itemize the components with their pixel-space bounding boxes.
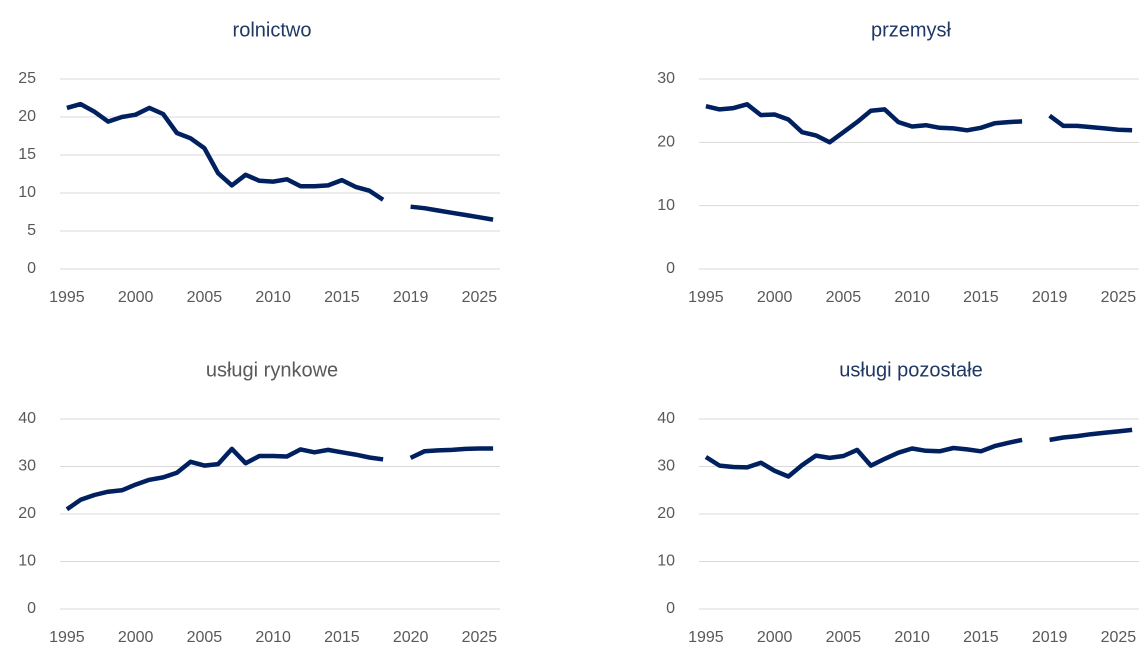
y-tick-label: 10 <box>18 184 36 201</box>
x-tick-label: 2025 <box>462 629 498 646</box>
x-tick-label: 2000 <box>757 629 793 646</box>
y-tick-label: 20 <box>657 134 675 151</box>
y-tick-label: 20 <box>18 108 36 125</box>
y-tick-label: 0 <box>666 600 675 617</box>
line <box>704 427 1133 479</box>
x-tick-label: 2000 <box>118 289 154 306</box>
y-tick-label: 30 <box>657 70 675 87</box>
x-tick-label: 2025 <box>1101 289 1137 306</box>
x-tick-label: 2005 <box>187 629 223 646</box>
x-tick-label: 2015 <box>324 289 360 306</box>
x-tick-label: 2015 <box>963 289 999 306</box>
x-tick-label: 2010 <box>255 629 291 646</box>
y-tick-label: 10 <box>18 553 36 570</box>
x-tick-label: 2015 <box>963 629 999 646</box>
x-tick-label: 2010 <box>894 629 930 646</box>
chart-title: rolnictwo <box>233 19 312 41</box>
x-tick-label: 1995 <box>688 289 724 306</box>
x-tick-label: 1995 <box>688 629 724 646</box>
y-tick-label: 0 <box>27 600 36 617</box>
y-tick-label: 30 <box>657 458 675 475</box>
y-tick-label: 15 <box>18 146 36 163</box>
line <box>65 446 494 512</box>
x-tick-label: 2015 <box>324 629 360 646</box>
x-tick-label: 2025 <box>462 289 498 306</box>
chart-title: przemysł <box>871 19 952 41</box>
x-tick-label: 2000 <box>757 289 793 306</box>
y-tick-label: 10 <box>657 553 675 570</box>
y-tick-label: 20 <box>657 505 675 522</box>
chart-title: usługi rynkowe <box>206 359 338 381</box>
x-tick-label: 1995 <box>49 629 85 646</box>
x-tick-label: 2019 <box>393 289 429 306</box>
y-tick-label: 0 <box>27 260 36 277</box>
x-tick-label: 2005 <box>826 289 862 306</box>
x-tick-label: 2025 <box>1101 629 1137 646</box>
x-tick-label: 2010 <box>255 289 291 306</box>
y-tick-label: 40 <box>657 410 675 427</box>
x-tick-label: 2019 <box>1032 629 1068 646</box>
y-tick-label: 10 <box>657 197 675 214</box>
x-tick-label: 2019 <box>1032 289 1068 306</box>
x-tick-label: 2005 <box>187 289 223 306</box>
y-tick-label: 5 <box>27 222 36 239</box>
line <box>705 102 1133 145</box>
chart-title: usługi pozostałe <box>839 359 982 381</box>
x-tick-label: 1995 <box>49 289 85 306</box>
x-tick-label: 2000 <box>118 629 154 646</box>
y-tick-label: 25 <box>18 70 36 87</box>
line <box>66 101 494 222</box>
y-tick-label: 40 <box>18 410 36 427</box>
y-tick-label: 20 <box>18 505 36 522</box>
x-tick-label: 2010 <box>894 289 930 306</box>
y-tick-label: 30 <box>18 458 36 475</box>
x-tick-label: 2020 <box>393 629 429 646</box>
y-tick-label: 0 <box>666 260 675 277</box>
x-tick-label: 2005 <box>826 629 862 646</box>
